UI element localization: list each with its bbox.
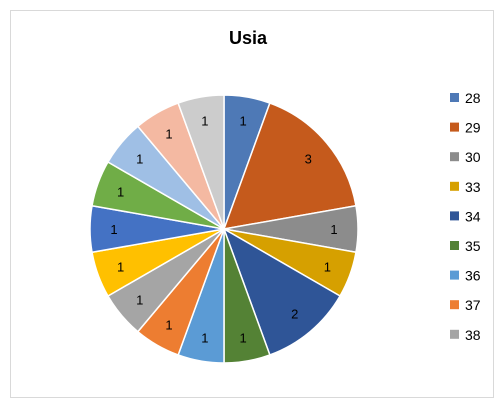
legend-label-29: 29: [465, 120, 481, 136]
legend-swatch-28: [450, 93, 459, 102]
pie-slice-29: [222, 102, 357, 230]
legend-item-29: 29: [450, 120, 481, 136]
legend-label-37: 37: [465, 297, 481, 313]
data-label-34: 2: [291, 306, 298, 321]
legend-label-33: 33: [465, 179, 481, 195]
data-label-38: 1: [136, 293, 143, 308]
legend-label-35: 35: [465, 238, 481, 254]
data-label-33: 1: [324, 260, 331, 275]
legend-label-34: 34: [465, 208, 481, 224]
data-label-36: 1: [201, 330, 208, 345]
data-label-37: 1: [165, 317, 172, 332]
pie-slice-44: [177, 94, 225, 230]
legend-swatch-38: [450, 329, 459, 339]
legend-swatch-29: [450, 122, 459, 132]
legend-item-30: 30: [450, 149, 481, 165]
legend-item-36: 36: [450, 268, 481, 284]
legend-swatch-30: [450, 152, 459, 162]
data-label-39: 1: [117, 260, 124, 275]
legend-label-28: 28: [465, 90, 481, 106]
chart-legend: 28 29 30 33 34 35 36 37 38: [450, 90, 481, 343]
data-label-30: 1: [330, 222, 337, 237]
legend-swatch-37: [450, 300, 459, 310]
data-label-42: 1: [136, 151, 143, 166]
data-label-44: 1: [201, 114, 208, 129]
data-label-35: 1: [239, 330, 246, 345]
legend-label-38: 38: [465, 327, 481, 343]
data-label-28: 1: [239, 114, 246, 129]
legend-item-37: 37: [450, 297, 481, 313]
legend-swatch-36: [450, 270, 459, 280]
legend-swatch-33: [450, 181, 459, 191]
legend-label-36: 36: [465, 268, 481, 284]
legend-swatch-34: [450, 211, 459, 221]
data-label-29: 3: [305, 151, 312, 166]
legend-swatch-35: [450, 241, 459, 250]
legend-label-30: 30: [465, 149, 481, 165]
legend-item-35: 35: [450, 238, 481, 254]
legend-item-28: 28: [450, 90, 481, 106]
legend-item-33: 33: [450, 179, 481, 195]
data-label-40: 1: [110, 222, 117, 237]
chart-title: Usia: [228, 28, 268, 48]
legend-item-34: 34: [450, 208, 481, 224]
legend-item-38: 38: [450, 327, 481, 343]
pie-slices: [89, 94, 359, 364]
data-label-41: 1: [117, 184, 124, 199]
pie-slice-34: [222, 227, 342, 356]
data-label-43: 1: [165, 127, 172, 142]
pie-data-labels: 1 3 1 1 2 1 1 1 1 1 1 1 1 1 1: [110, 114, 337, 346]
